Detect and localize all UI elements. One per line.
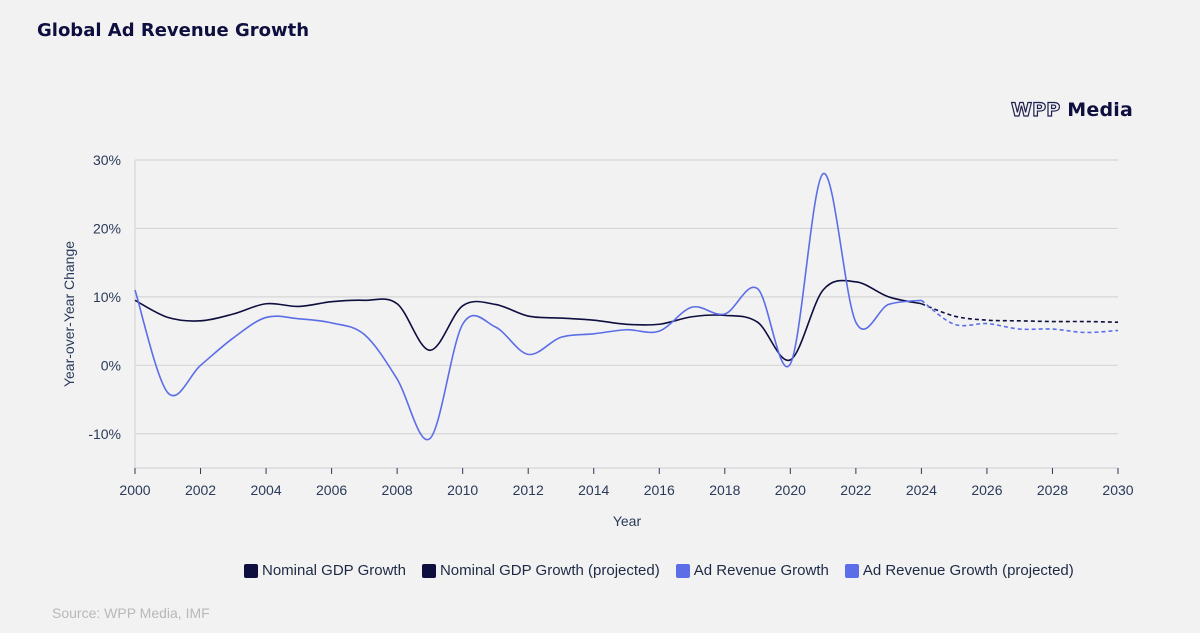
y-tick-label: 30% <box>93 152 121 168</box>
x-tick-label: 2010 <box>447 482 478 498</box>
legend-label-gdp-projected: Nominal GDP Growth (projected) <box>439 562 660 579</box>
wpp-media-logo: WPP Media <box>1010 98 1133 121</box>
x-axis-label: Year <box>613 513 642 529</box>
x-tick-label: 2014 <box>578 482 609 498</box>
x-tick-label: 2030 <box>1102 482 1133 498</box>
legend-label-ad-projected: Ad Revenue Growth (projected) <box>862 562 1074 579</box>
y-tick-label: -10% <box>88 426 121 442</box>
legend-item-ad-projected[interactable]: Ad Revenue Growth (projected) <box>844 562 1074 579</box>
series-line-gdp-projected <box>921 302 1119 324</box>
x-tick-label: 2022 <box>840 482 871 498</box>
source-note: Source: WPP Media, IMF <box>52 605 210 621</box>
legend-label-gdp: Nominal GDP Growth <box>262 562 406 579</box>
legend-item-ad[interactable]: Ad Revenue Growth <box>675 562 829 579</box>
x-tick-label: 2016 <box>644 482 675 498</box>
y-tick-label: 0% <box>101 357 121 373</box>
legend-swatch-gdp <box>244 563 258 578</box>
grid-lines <box>134 159 1118 469</box>
series-lines <box>134 172 1119 441</box>
legend-swatch-gdp-projected <box>421 563 436 578</box>
x-axis-ticks: 2000 2002 2004 2006 2008 2010 2012 2014 2016 2018… <box>119 468 1134 498</box>
x-tick-label: 2002 <box>185 482 216 498</box>
x-tick-label: 2006 <box>316 482 347 498</box>
legend-item-gdp-projected[interactable]: Nominal GDP Growth (projected) <box>421 562 660 579</box>
x-tick-label: 2000 <box>119 482 150 498</box>
x-tick-label: 2020 <box>775 482 806 498</box>
x-tick-label: 2008 <box>382 482 413 498</box>
legend-item-gdp[interactable]: Nominal GDP Growth <box>244 562 406 579</box>
x-tick-label: 2024 <box>906 482 937 498</box>
legend-label-ad: Ad Revenue Growth <box>693 562 829 579</box>
y-tick-label: 20% <box>93 220 121 236</box>
legend: Nominal GDP Growth Nominal GDP Growth (p… <box>244 562 1074 579</box>
y-tick-label: 10% <box>93 289 121 305</box>
x-tick-label: 2018 <box>709 482 740 498</box>
x-tick-label: 2026 <box>971 482 1002 498</box>
series-line-ad <box>134 172 922 441</box>
series-line-ad-projected <box>920 299 1119 334</box>
y-axis-ticks: -10% 0% 10% 20% 30% <box>88 152 121 442</box>
x-tick-label: 2028 <box>1037 482 1068 498</box>
x-tick-label: 2012 <box>513 482 544 498</box>
y-axis-label: Year-over-Year Change <box>61 241 77 387</box>
legend-swatch-ad-projected <box>844 563 859 578</box>
chart-title: Global Ad Revenue Growth <box>37 20 310 41</box>
legend-swatch-ad <box>675 563 690 578</box>
x-tick-label: 2004 <box>250 482 281 498</box>
